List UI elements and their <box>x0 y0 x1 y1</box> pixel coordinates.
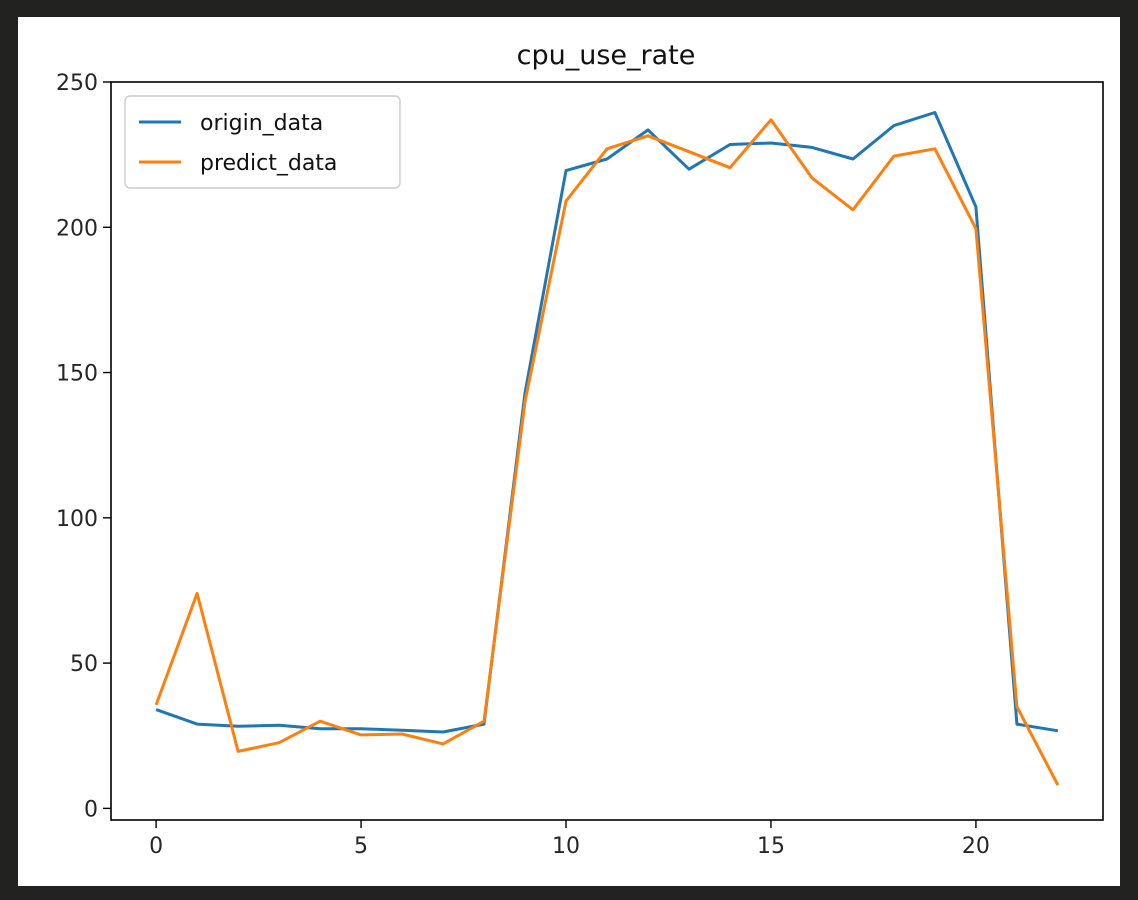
x-tick-label: 15 <box>757 834 785 859</box>
figure-canvas: cpu_use_rate 0 5 10 15 20 0 50 100 150 200 250 or… <box>18 17 1120 886</box>
plot-area: 0 5 10 15 20 0 50 100 150 200 250 <box>56 71 1104 859</box>
x-tick-label: 20 <box>962 834 990 859</box>
series-line-origin-data <box>155 111 1059 734</box>
x-tick-label: 0 <box>149 834 163 859</box>
line-chart: cpu_use_rate 0 5 10 15 20 0 50 100 150 200 250 or… <box>56 40 1104 859</box>
legend-label: predict_data <box>200 151 337 176</box>
y-tick-label: 200 <box>56 216 98 241</box>
x-axis: 0 5 10 15 20 <box>149 820 990 859</box>
y-tick-label: 50 <box>70 652 98 677</box>
legend-label: origin_data <box>200 111 323 136</box>
axes-frame <box>110 81 1104 821</box>
series-lines <box>154 111 1060 786</box>
x-tick-label: 5 <box>354 834 368 859</box>
y-tick-label: 0 <box>84 797 98 822</box>
series-line-predict-data <box>154 118 1060 786</box>
legend: origin_data predict_data <box>124 95 401 189</box>
chart-title: cpu_use_rate <box>517 40 696 71</box>
y-tick-label: 100 <box>56 507 98 532</box>
y-tick-label: 250 <box>56 71 98 96</box>
x-tick-label: 10 <box>552 834 580 859</box>
y-axis: 0 50 100 150 200 250 <box>56 71 111 822</box>
legend-box <box>124 95 401 189</box>
y-tick-label: 150 <box>56 362 98 387</box>
